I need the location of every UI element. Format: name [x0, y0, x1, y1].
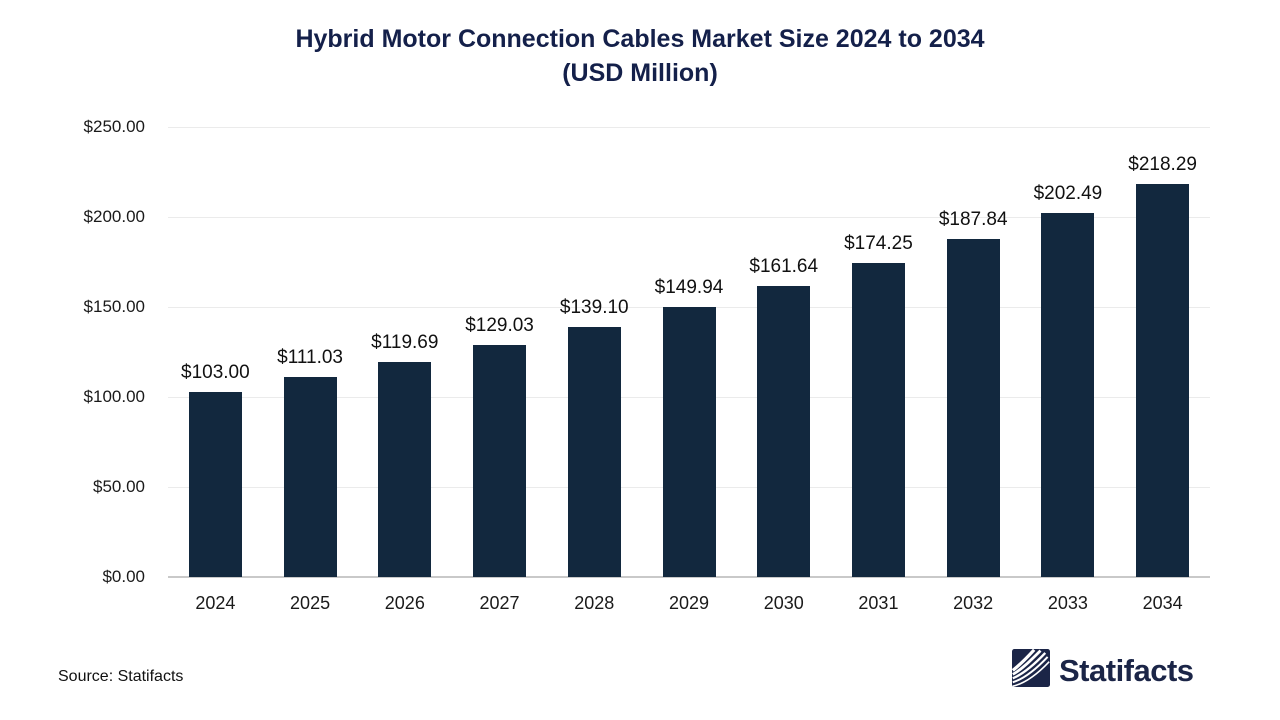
bar-value-label: $187.84 [938, 208, 1008, 230]
y-axis-tick-label: $50.00 [93, 477, 145, 496]
y-axis-tick-label: $150.00 [83, 297, 145, 316]
bar-value-label: $149.94 [654, 277, 724, 299]
bar [1041, 212, 1095, 577]
x-axis-line [168, 576, 1210, 578]
x-axis-tick-label: 2034 [1142, 593, 1183, 613]
bar [378, 361, 432, 577]
bar [946, 238, 1000, 577]
statifacts-logo: Statifacts [1011, 648, 1194, 693]
x-axis-tick-label: 2033 [1047, 593, 1088, 613]
bar [188, 391, 242, 577]
bar [473, 344, 527, 577]
bar [283, 377, 337, 577]
bar-value-label: $103.00 [181, 361, 250, 383]
bar [662, 307, 716, 577]
bar-value-label: $129.03 [465, 314, 534, 336]
chart-title-line1: Hybrid Motor Connection Cables Market Si… [295, 25, 985, 53]
x-axis-tick-label: 2031 [858, 593, 899, 613]
bar-value-label: $202.49 [1033, 182, 1103, 204]
bar [757, 286, 811, 577]
y-axis-tick-label: $0.00 [102, 567, 145, 586]
x-axis-tick-label: 2028 [574, 593, 615, 613]
bar-value-label: $174.25 [844, 233, 913, 255]
x-axis-tick-label: 2029 [668, 593, 709, 613]
bar [1136, 184, 1190, 577]
bar [567, 326, 621, 577]
bar-value-label: $218.29 [1128, 154, 1197, 176]
x-axis-tick-label: 2027 [479, 593, 520, 613]
bar-value-label: $161.64 [749, 256, 819, 278]
bar-value-label: $111.03 [277, 347, 344, 369]
statifacts-logo-icon [1011, 648, 1050, 693]
gridline [168, 217, 1210, 218]
x-axis-tick-label: 2026 [384, 593, 425, 613]
gridline [168, 127, 1210, 128]
source-note: Source: Statifacts [58, 668, 184, 685]
y-axis-tick-label: $100.00 [83, 387, 145, 406]
statifacts-logo-text: Statifacts [1059, 652, 1194, 688]
bar-value-label: $119.69 [371, 331, 439, 353]
y-axis-tick-label: $250.00 [83, 117, 145, 136]
bar [851, 263, 905, 577]
y-axis-tick-label: $200.00 [83, 207, 145, 226]
chart-title: Hybrid Motor Connection Cables Market Si… [0, 22, 1280, 90]
bar-value-label: $139.10 [559, 296, 629, 318]
x-axis-tick-label: 2025 [290, 593, 331, 613]
x-axis-tick-label: 2030 [763, 593, 804, 613]
chart-title-line2: (USD Million) [562, 59, 718, 87]
x-axis-tick-label: 2032 [953, 593, 994, 613]
x-axis-tick-label: 2024 [195, 593, 236, 613]
